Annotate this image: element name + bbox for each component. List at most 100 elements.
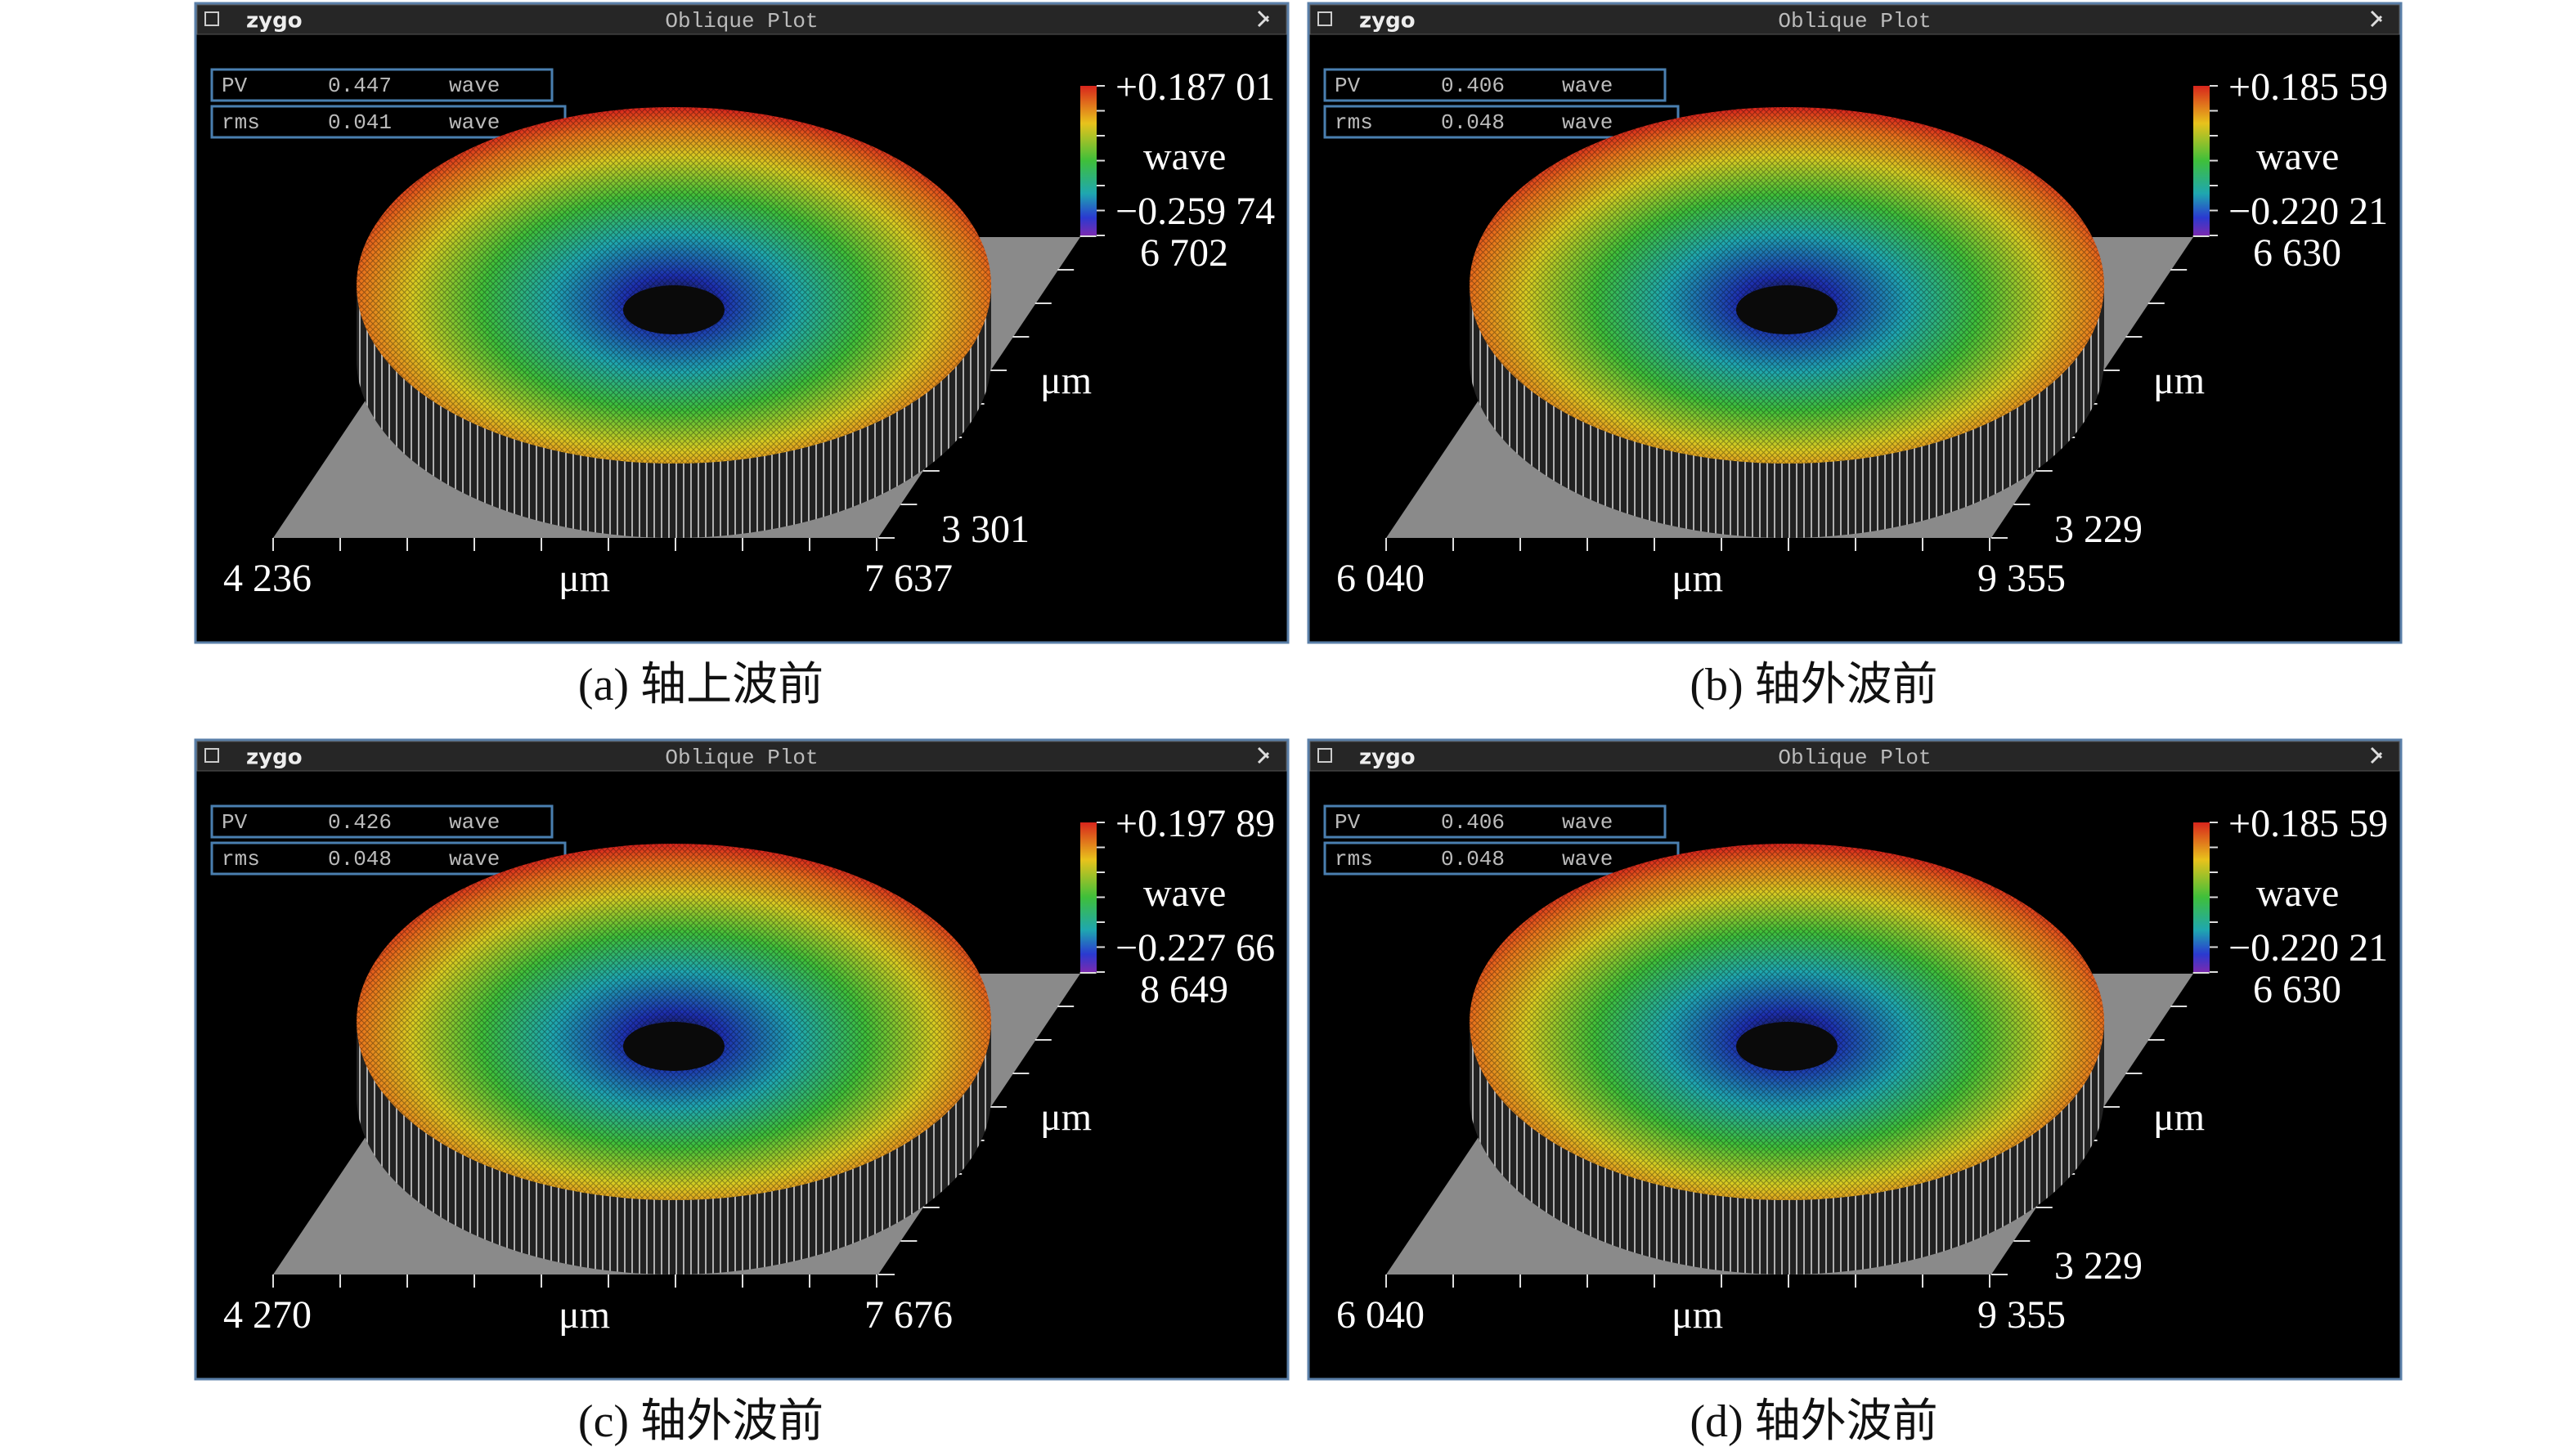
y-axis-unit: μm [1040, 359, 1092, 402]
pin-icon [1257, 10, 1270, 28]
rms-unit: wave [449, 110, 500, 135]
surface-hole [1736, 1022, 1838, 1071]
colorbar-max: +0.187 01 [1115, 65, 1275, 109]
x-axis-min: 4 270 [223, 1293, 312, 1337]
pin-icon [2370, 746, 2383, 764]
pin-icon [2370, 10, 2383, 28]
y-axis-unit: μm [2153, 359, 2205, 402]
colorbar-max: +0.185 59 [2228, 65, 2388, 109]
pv-label: PV [222, 810, 248, 835]
y-axis-min: 3 229 [2054, 1244, 2143, 1288]
colorbar [1080, 822, 1097, 972]
window-title: Oblique Plot [1778, 746, 1931, 770]
pv-unit: wave [449, 810, 500, 835]
rms-label: rms [1335, 110, 1373, 135]
rms-label: rms [222, 847, 260, 871]
pv-unit: wave [449, 74, 500, 98]
x-axis-unit: μm [1672, 557, 1723, 600]
x-axis-unit: μm [559, 557, 610, 600]
logo: zygo [1359, 9, 1416, 34]
rms-unit: wave [449, 847, 500, 871]
close-icon [204, 11, 219, 26]
colorbar-max: +0.197 89 [1115, 802, 1275, 845]
close-icon [1317, 11, 1332, 26]
rms-value: 0.041 [328, 110, 392, 135]
caption: (c) 轴外波前 [578, 1396, 824, 1447]
colorbar [1080, 86, 1097, 235]
caption: (a) 轴上波前 [578, 660, 824, 710]
x-axis-max: 7 676 [864, 1293, 953, 1337]
y-axis-max: 8 649 [1140, 968, 1228, 1011]
window-title: Oblique Plot [1778, 9, 1931, 34]
y-axis-unit: μm [2153, 1095, 2205, 1139]
title-bar [196, 4, 1287, 35]
colorbar-unit: wave [2256, 135, 2339, 178]
pv-unit: wave [1562, 810, 1613, 835]
colorbar-unit: wave [2256, 871, 2339, 915]
pv-value: 0.406 [1441, 810, 1505, 835]
y-axis-max: 6 630 [2253, 968, 2341, 1011]
rms-unit: wave [1562, 847, 1613, 871]
x-axis-max: 9 355 [1977, 1293, 2066, 1337]
title-bar [196, 741, 1287, 772]
x-axis-min: 6 040 [1336, 557, 1425, 600]
rms-value: 0.048 [1441, 847, 1505, 871]
x-axis-max: 9 355 [1977, 557, 2066, 600]
colorbar-unit: wave [1143, 135, 1226, 178]
window-title: Oblique Plot [665, 9, 818, 34]
panel: zygo Oblique Plot PV 0.447 wave rms 0.041 wave +… [194, 2, 1290, 644]
y-axis-max: 6 702 [1140, 231, 1228, 275]
logo: zygo [1359, 746, 1416, 770]
pin-icon [1257, 746, 1270, 764]
pv-box [1323, 68, 1667, 102]
pv-box [210, 804, 554, 839]
panel: zygo Oblique Plot PV 0.406 wave rms 0.048 wave +… [1307, 2, 2403, 644]
title-bar [1309, 4, 2400, 35]
colorbar [2193, 822, 2210, 972]
colorbar-max: +0.185 59 [2228, 802, 2388, 845]
pv-value: 0.406 [1441, 74, 1505, 98]
colorbar-min: −0.220 21 [2228, 190, 2388, 233]
colorbar-min: −0.259 74 [1115, 190, 1275, 233]
y-axis-unit: μm [1040, 1095, 1092, 1139]
pv-box [1323, 804, 1667, 839]
pv-label: PV [1335, 74, 1361, 98]
logo: zygo [246, 9, 303, 34]
pv-value: 0.426 [328, 810, 392, 835]
colorbar [2193, 86, 2210, 235]
colorbar-unit: wave [1143, 871, 1226, 915]
pv-label: PV [222, 74, 248, 98]
colorbar-min: −0.220 21 [2228, 926, 2388, 970]
close-icon [1317, 748, 1332, 763]
pv-label: PV [1335, 810, 1361, 835]
window-title: Oblique Plot [665, 746, 818, 770]
rms-value: 0.048 [1441, 110, 1505, 135]
caption: (b) 轴外波前 [1690, 660, 1937, 710]
x-axis-max: 7 637 [864, 557, 953, 600]
colorbar-min: −0.227 66 [1115, 926, 1275, 970]
x-axis-min: 4 236 [223, 557, 312, 600]
close-icon [204, 748, 219, 763]
x-axis-unit: μm [1672, 1293, 1723, 1337]
x-axis-min: 6 040 [1336, 1293, 1425, 1337]
x-axis-unit: μm [559, 1293, 610, 1337]
surface-hole [623, 1022, 725, 1071]
rms-unit: wave [1562, 110, 1613, 135]
caption: (d) 轴外波前 [1690, 1396, 1937, 1447]
y-axis-min: 3 229 [2054, 508, 2143, 551]
y-axis-min: 3 301 [941, 508, 1030, 551]
rms-label: rms [222, 110, 260, 135]
rms-label: rms [1335, 847, 1373, 871]
pv-box [210, 68, 554, 102]
panel: zygo Oblique Plot PV 0.406 wave rms 0.048 wave +… [1307, 738, 2403, 1381]
surface-hole [623, 285, 725, 334]
title-bar [1309, 741, 2400, 772]
surface-hole [1736, 285, 1838, 334]
panel: zygo Oblique Plot PV 0.426 wave rms 0.048 wave +… [194, 738, 1290, 1381]
y-axis-max: 6 630 [2253, 231, 2341, 275]
pv-value: 0.447 [328, 74, 392, 98]
logo: zygo [246, 746, 303, 770]
pv-unit: wave [1562, 74, 1613, 98]
rms-value: 0.048 [328, 847, 392, 871]
